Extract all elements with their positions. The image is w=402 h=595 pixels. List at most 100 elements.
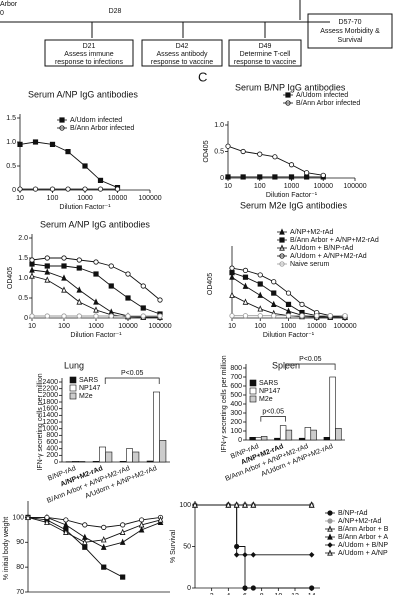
marker	[242, 298, 249, 305]
marker	[61, 263, 67, 269]
bar	[249, 436, 256, 441]
marker	[192, 501, 198, 508]
marker	[257, 313, 263, 319]
marker	[49, 186, 56, 192]
marker	[61, 255, 67, 261]
marker	[93, 271, 99, 277]
annotation: p<0.05	[262, 408, 284, 415]
legend-label: A/NP+M2-rAd	[290, 229, 333, 236]
marker	[65, 186, 71, 192]
marker	[93, 313, 99, 319]
marker	[242, 552, 248, 558]
y-tick-label: 200	[46, 452, 58, 459]
marker	[308, 552, 315, 558]
y-tick-label: 0.5	[18, 295, 28, 302]
marker	[119, 528, 126, 535]
bar	[255, 436, 262, 441]
y-tick-label: 200	[230, 419, 242, 426]
marker	[242, 313, 249, 319]
bracket	[104, 377, 160, 384]
box	[307, 13, 393, 49]
marker	[257, 291, 264, 298]
marker	[125, 295, 131, 301]
box-text: Assess immune	[64, 51, 114, 58]
box-day: D49	[259, 43, 272, 50]
marker	[242, 282, 249, 289]
x-tick-label: 10000	[118, 323, 138, 330]
x-tick-label: 4	[226, 593, 230, 595]
marker	[29, 257, 35, 263]
marker	[100, 543, 107, 550]
marker	[272, 174, 278, 180]
marker	[229, 270, 235, 276]
marker	[138, 521, 145, 528]
x-tick-label: 6	[243, 593, 247, 595]
marker	[229, 313, 235, 319]
marker	[32, 139, 39, 145]
marker	[304, 170, 310, 176]
marker	[61, 286, 67, 293]
marker	[240, 174, 246, 180]
bar	[92, 461, 100, 463]
marker	[250, 552, 257, 558]
bar	[72, 461, 79, 463]
bar	[310, 429, 317, 441]
y-tick-label: 1.0	[18, 275, 28, 282]
legend-label: B/Ann Arbor + A	[338, 534, 388, 541]
y-tick-label: 100	[179, 502, 191, 509]
marker	[108, 313, 114, 319]
marker	[257, 174, 263, 180]
y-tick-label: 90	[16, 539, 24, 546]
series-line	[28, 516, 161, 528]
y-tick-label: 0.5	[214, 148, 224, 155]
legend-swatch	[249, 387, 257, 395]
x-tick-label: 10000	[307, 323, 327, 330]
marker	[63, 521, 69, 528]
bar	[279, 425, 287, 441]
marker	[65, 148, 71, 155]
marker	[140, 305, 146, 311]
y-tick-label: 1.5	[18, 255, 28, 262]
marker	[97, 177, 104, 183]
y-tick-label: 800	[46, 432, 58, 439]
series-line	[28, 516, 161, 548]
y-tick-label: 100	[12, 514, 24, 521]
bracket	[285, 363, 336, 370]
marker	[49, 141, 56, 147]
legend-label: Naive serum	[290, 261, 329, 268]
marker	[101, 524, 107, 530]
bar	[99, 446, 106, 463]
marker	[120, 574, 126, 580]
legend-swatch	[69, 392, 77, 400]
legend-label: B/Ann Arbor infected	[70, 125, 134, 132]
y-tick-label: 2000	[42, 392, 58, 399]
marker	[257, 151, 263, 157]
x-axis-label: Dilution Factor⁻¹	[59, 204, 111, 211]
annotation: P<0.05	[299, 356, 321, 363]
legend-label: M2e	[259, 396, 273, 403]
marker	[82, 163, 88, 169]
marker	[225, 143, 231, 149]
timeline	[0, 0, 393, 67]
marker	[229, 265, 235, 271]
legend-swatch	[249, 395, 257, 403]
marker	[157, 313, 163, 319]
bar	[126, 448, 133, 463]
x-tick-label: 10	[228, 323, 236, 330]
box	[141, 39, 223, 67]
marker	[272, 154, 278, 160]
x-tick-label: 10	[16, 195, 24, 202]
marker	[44, 268, 51, 275]
marker	[233, 501, 240, 508]
legend-swatch	[69, 376, 77, 384]
marker	[140, 283, 146, 289]
y-tick-label: 600	[46, 439, 58, 446]
series-line	[27, 516, 161, 543]
x-tick-label: 8	[260, 593, 264, 595]
x-tick-label: 10	[224, 183, 232, 190]
box	[228, 39, 302, 67]
marker	[63, 517, 69, 523]
x-tick-label: 10000	[314, 183, 334, 190]
marker	[308, 501, 315, 508]
